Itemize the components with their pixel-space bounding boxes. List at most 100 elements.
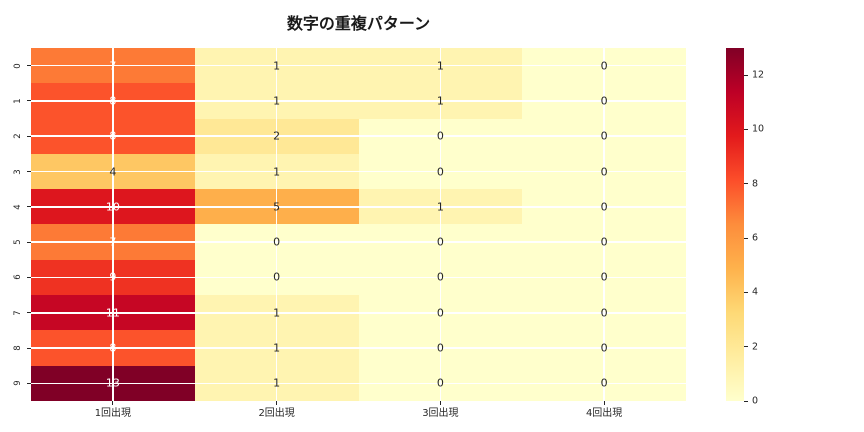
cell-value: 0 — [436, 341, 444, 355]
cell-value: 7 — [109, 59, 117, 73]
cell-value: 0 — [600, 270, 608, 284]
cell-value: 4 — [109, 165, 117, 179]
ytick-mark — [27, 135, 31, 137]
cell-value: 1 — [436, 59, 444, 73]
xtick-mark — [603, 401, 605, 405]
cell-value: 1 — [273, 306, 281, 320]
cell-value: 0 — [600, 376, 608, 390]
gridline-vertical — [275, 48, 278, 401]
colorbar-tick-label: 0 — [752, 395, 759, 407]
colorbar-tick-label: 12 — [752, 69, 765, 81]
ytick-mark — [27, 347, 31, 349]
cell-value: 1 — [436, 200, 444, 214]
cell-value: 0 — [436, 376, 444, 390]
gridline-vertical — [603, 48, 605, 401]
gridline-horizontal — [31, 382, 686, 385]
ytick-mark — [27, 100, 31, 102]
gridline-horizontal — [31, 311, 686, 314]
colorbar-tick-mark — [744, 237, 748, 239]
colorbar-tick-mark — [744, 128, 748, 130]
cell-value: 0 — [436, 270, 444, 284]
cell-value: 0 — [600, 235, 608, 249]
xtick-mark — [439, 401, 441, 405]
cell-value: 9 — [109, 270, 117, 284]
cell-value: 1 — [273, 376, 281, 390]
colorbar-tick-mark — [744, 291, 748, 293]
cell-value: 1 — [436, 94, 444, 108]
colorbar-tick-label: 2 — [752, 340, 759, 352]
cell-value: 0 — [600, 341, 608, 355]
ytick-label: 5 — [12, 239, 23, 245]
cell-value: 0 — [436, 306, 444, 320]
colorbar-tick-label: 10 — [752, 123, 765, 135]
ytick-label: 1 — [12, 98, 23, 104]
ytick-label: 6 — [12, 274, 23, 281]
cell-value: 2 — [273, 129, 281, 143]
ytick-mark — [27, 241, 31, 243]
cell-value: 1 — [273, 165, 281, 179]
xtick-label: 1回出現 — [94, 408, 132, 419]
gridline-horizontal — [31, 170, 686, 173]
chart-title: 数字の重複パターン — [286, 14, 431, 33]
ytick-mark — [27, 312, 31, 314]
gridline-horizontal — [31, 276, 686, 279]
heatmap-plot-area: 7 1 1 0 8 1 1 0 8 2 0 0 4 1 0 0 10 5 1 0 7 0 0 0 9 0 0 0 11 1 0 0 8 1 0 0 13… — [31, 48, 686, 401]
xtick-label: 3回出現 — [422, 408, 459, 419]
gridline-horizontal — [31, 64, 686, 67]
cell-value: 0 — [436, 129, 444, 143]
xtick-mark — [276, 401, 278, 405]
gridline-horizontal — [31, 206, 686, 208]
colorbar-tick-mark — [744, 183, 748, 185]
ytick-mark — [27, 206, 31, 208]
cell-value: 11 — [105, 306, 120, 320]
colorbar-tick-label: 6 — [752, 232, 759, 244]
gridline-horizontal — [31, 100, 686, 102]
xtick-mark — [112, 401, 114, 405]
cell-value: 0 — [600, 165, 608, 179]
colorbar-tick-mark — [744, 400, 748, 402]
ytick-mark — [27, 382, 31, 384]
cell-value: 0 — [273, 235, 281, 249]
cell-value: 0 — [273, 270, 281, 284]
cell-value: 7 — [109, 235, 117, 249]
cell-value: 0 — [600, 306, 608, 320]
ytick-label: 8 — [12, 345, 23, 351]
cell-value: 0 — [600, 129, 608, 143]
cell-value: 1 — [273, 94, 281, 108]
cell-value: 8 — [109, 341, 117, 355]
ytick-label: 2 — [12, 133, 23, 139]
gridline-horizontal — [31, 135, 686, 138]
colorbar-tick-mark — [744, 346, 748, 348]
cell-value: 5 — [273, 200, 281, 214]
cell-value: 10 — [105, 200, 120, 214]
cell-value: 0 — [600, 200, 608, 214]
cell-value: 0 — [600, 94, 608, 108]
gridline-horizontal — [31, 347, 686, 349]
colorbar — [726, 48, 744, 401]
ytick-label: 4 — [12, 204, 23, 210]
gridline-horizontal — [31, 241, 686, 243]
colorbar-tick-mark — [744, 74, 748, 76]
cell-value: 8 — [109, 129, 117, 143]
ytick-mark — [27, 276, 31, 278]
cell-value: 8 — [109, 94, 117, 108]
xtick-label: 2回出現 — [258, 408, 295, 419]
ytick-label: 3 — [12, 168, 23, 175]
ytick-label: 0 — [12, 62, 23, 69]
cell-value: 0 — [436, 235, 444, 249]
colorbar-tick-label: 8 — [752, 178, 759, 190]
gridline-vertical — [439, 48, 442, 401]
colorbar-tick-label: 4 — [752, 286, 759, 298]
gridline-vertical — [112, 48, 114, 401]
cell-value: 13 — [105, 376, 120, 390]
ytick-mark — [27, 171, 31, 173]
cell-value: 0 — [600, 59, 608, 73]
xtick-label: 4回出現 — [585, 408, 623, 419]
cell-value: 1 — [273, 341, 281, 355]
ytick-mark — [27, 65, 31, 67]
cell-value: 0 — [436, 165, 444, 179]
ytick-label: 9 — [12, 380, 23, 387]
ytick-label: 7 — [12, 310, 23, 316]
cell-value: 1 — [273, 59, 281, 73]
